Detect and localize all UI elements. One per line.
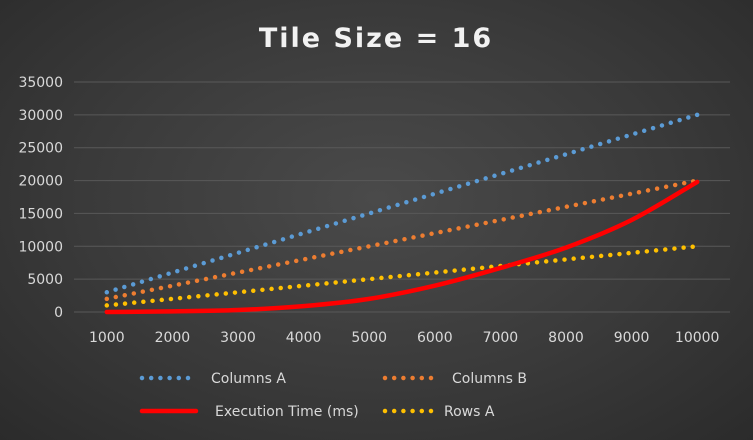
legend-label: Columns B <box>452 371 527 387</box>
y-tick-label: 25000 <box>18 141 63 157</box>
legend-label: Execution Time (ms) <box>215 404 359 420</box>
x-tick-label: 8000 <box>548 330 584 346</box>
y-tick-label: 10000 <box>18 239 63 255</box>
x-tick-label: 7000 <box>483 330 519 346</box>
x-tick-label: 10000 <box>675 330 720 346</box>
y-tick-label: 35000 <box>18 75 63 91</box>
y-axis-tick-labels: 0 5000 10000 15000 20000 25000 30000 35000 <box>18 75 63 321</box>
series-line-columns-b <box>104 178 700 302</box>
series-line-execution-time-ms <box>104 179 700 315</box>
legend-label: Columns A <box>211 371 286 387</box>
x-tick-label: 5000 <box>351 330 387 346</box>
x-tick-label: 2000 <box>155 330 191 346</box>
y-tick-label: 5000 <box>27 272 63 288</box>
x-tick-label: 6000 <box>417 330 453 346</box>
x-tick-label: 1000 <box>89 330 125 346</box>
x-tick-label: 9000 <box>614 330 650 346</box>
series-lines <box>104 112 700 315</box>
series-line-rows-a <box>104 244 700 308</box>
y-tick-label: 15000 <box>18 206 63 222</box>
y-tick-label: 0 <box>54 305 63 321</box>
legend: Columns A Columns B Execution Time (ms) Row… <box>139 371 527 420</box>
series-line-columns-a <box>104 112 700 295</box>
chart-title: Tile Size = 16 <box>259 23 493 54</box>
y-tick-label: 20000 <box>18 174 63 190</box>
x-tick-label: 4000 <box>286 330 322 346</box>
gridlines <box>74 81 730 313</box>
y-tick-label: 30000 <box>18 108 63 124</box>
x-tick-label: 3000 <box>220 330 256 346</box>
x-axis-tick-labels: 1000 2000 3000 4000 5000 6000 7000 8000 9000 1000… <box>89 330 719 346</box>
legend-label: Rows A <box>444 404 495 420</box>
